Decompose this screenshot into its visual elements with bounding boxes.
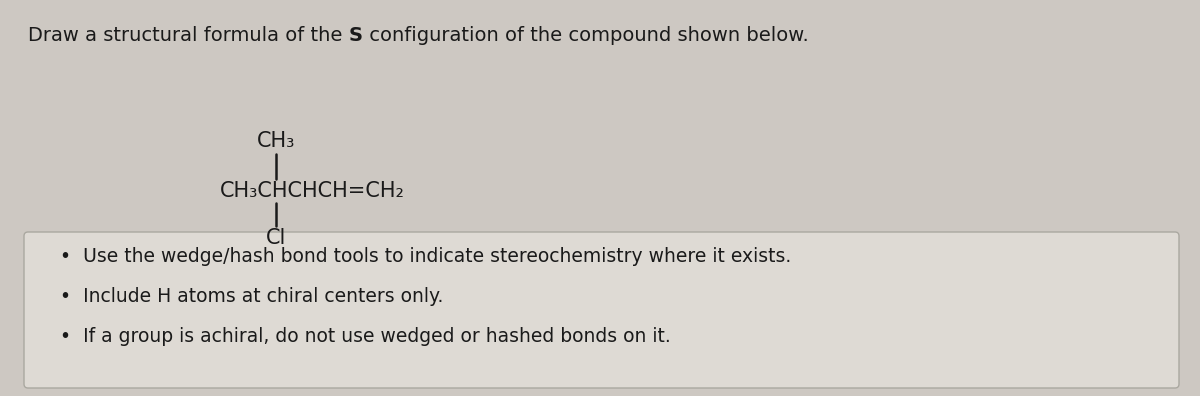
- Text: S: S: [349, 26, 362, 45]
- Text: Cl: Cl: [265, 228, 286, 248]
- Text: •  Include H atoms at chiral centers only.: • Include H atoms at chiral centers only…: [60, 286, 443, 305]
- Text: CH₃: CH₃: [257, 131, 295, 151]
- Text: configuration of the compound shown below.: configuration of the compound shown belo…: [362, 26, 809, 45]
- Text: Draw a structural formula of the: Draw a structural formula of the: [28, 26, 349, 45]
- Text: •  Use the wedge/hash bond tools to indicate stereochemistry where it exists.: • Use the wedge/hash bond tools to indic…: [60, 246, 791, 265]
- Text: •  If a group is achiral, do not use wedged or hashed bonds on it.: • If a group is achiral, do not use wedg…: [60, 326, 671, 345]
- Text: CH₃CHCHCH=CH₂: CH₃CHCHCH=CH₂: [220, 181, 406, 201]
- FancyBboxPatch shape: [24, 232, 1178, 388]
